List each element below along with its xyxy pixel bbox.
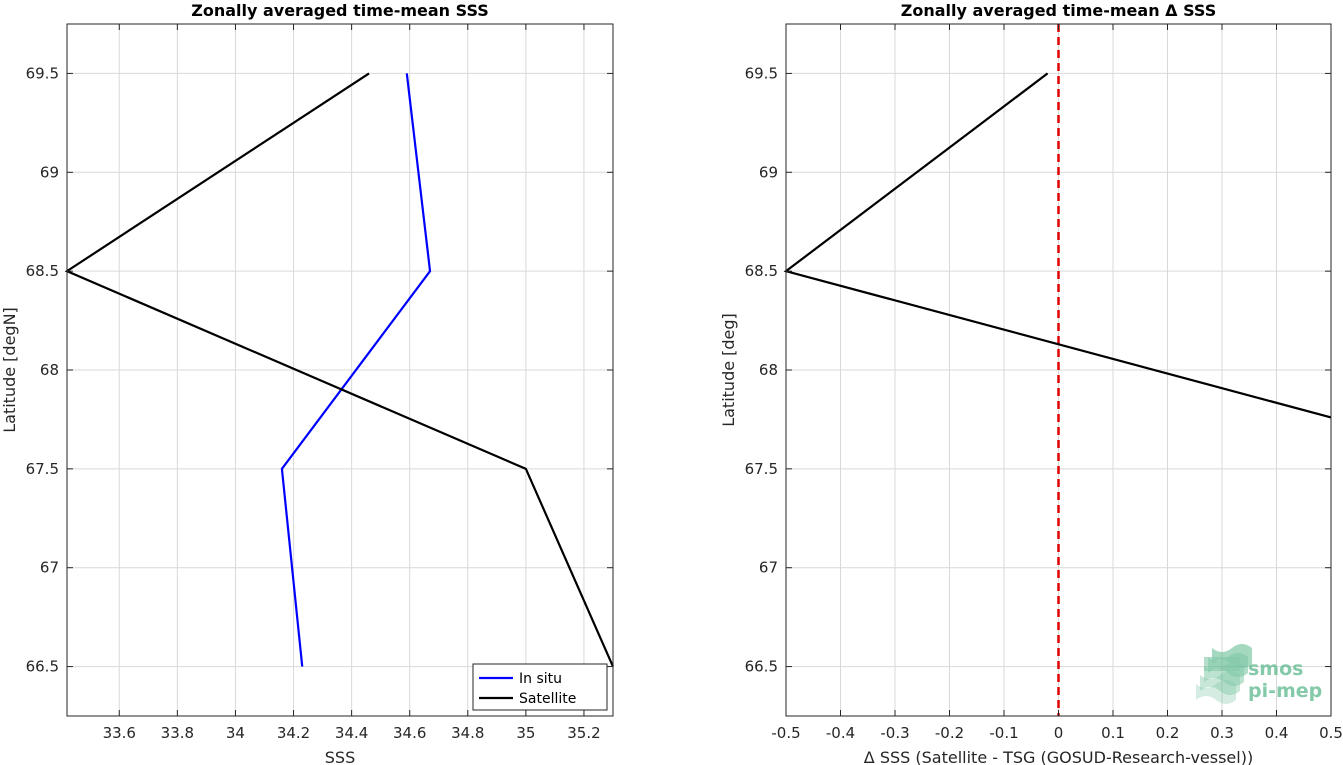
y-axis-label: Latitude [deg] (719, 313, 738, 427)
x-tick-label: 34.2 (277, 724, 310, 742)
chart-title: Zonally averaged time-mean Δ SSS (901, 1, 1217, 20)
x-tick-label: 34.4 (335, 724, 368, 742)
y-tick-label: 66.5 (745, 658, 778, 676)
legend-box (472, 663, 608, 711)
x-tick-label: 34.8 (451, 724, 484, 742)
x-axis-label: Δ SSS (Satellite - TSG (GOSUD-Research-v… (864, 748, 1253, 765)
y-tick-label: 67.5 (26, 460, 59, 478)
logo-wave-layer (1196, 680, 1236, 704)
logo-wave-layer (1212, 644, 1252, 668)
y-tick-label: 67.5 (745, 460, 778, 478)
y-tick-label: 68 (40, 361, 59, 379)
y-tick-label: 69 (759, 163, 778, 181)
x-tick-label: 0 (1054, 724, 1064, 742)
chart-panel-1: 33.6 33.8 34 34.2 34.4 34.6 34.8 35 35.2 66.5 67 67… (0, 1, 615, 765)
x-tick-label: 35 (516, 724, 535, 742)
x-tick-label: 0.1 (1101, 724, 1125, 742)
y-tick-label: 67 (40, 559, 59, 577)
logo-text-smos: smos (1248, 658, 1303, 680)
chart-panel-2: -0.5 -0.4 -0.3 -0.2 -0.1 0 0.1 0.2 0.3 0.4 0.5 66.5… (719, 1, 1343, 765)
y-tick-label: 68 (759, 361, 778, 379)
y-tick-label: 69.5 (745, 64, 778, 82)
logo-text-pimep: pi-mep (1248, 680, 1322, 702)
x-tick-label: 34 (226, 724, 245, 742)
logo-wave-top (1204, 657, 1240, 671)
x-tick-label: -0.4 (826, 724, 855, 742)
y-tick-label: 69.5 (26, 64, 59, 82)
y-axis-label: Latitude [degN] (0, 307, 19, 433)
y-tick-label: 69 (40, 163, 59, 181)
x-tick-label: -0.5 (771, 724, 800, 742)
logo-wave-icon (1196, 644, 1252, 704)
x-axis-label: SSS (325, 748, 355, 765)
logo-wave-layer (1204, 662, 1244, 686)
legend: In situ Satellite (472, 663, 608, 711)
x-tick-label: 0.4 (1265, 724, 1289, 742)
x-tick-label: 0.5 (1319, 724, 1343, 742)
legend-entry: In situ (519, 671, 562, 687)
y-tick-label: 68.5 (26, 262, 59, 280)
x-tick-label: 34.6 (393, 724, 426, 742)
x-tick-label: 0.3 (1210, 724, 1234, 742)
y-tick-label: 66.5 (26, 658, 59, 676)
chart-title: Zonally averaged time-mean SSS (191, 1, 489, 20)
y-tick-label: 67 (759, 559, 778, 577)
series-line-in-situ (280, 73, 432, 667)
legend-entry: Satellite (519, 691, 576, 707)
x-tick-label: 33.8 (161, 724, 194, 742)
x-tick-label: 0.2 (1156, 724, 1180, 742)
x-tick-label: -0.1 (989, 724, 1018, 742)
y-tick-label: 68.5 (745, 262, 778, 280)
x-tick-label: -0.3 (880, 724, 909, 742)
x-tick-label: 33.6 (103, 724, 136, 742)
x-tick-label: 35.2 (567, 724, 600, 742)
series-line-satellite (64, 72, 615, 668)
x-tick-label: -0.2 (935, 724, 964, 742)
logo-wave-layer (1200, 671, 1240, 695)
